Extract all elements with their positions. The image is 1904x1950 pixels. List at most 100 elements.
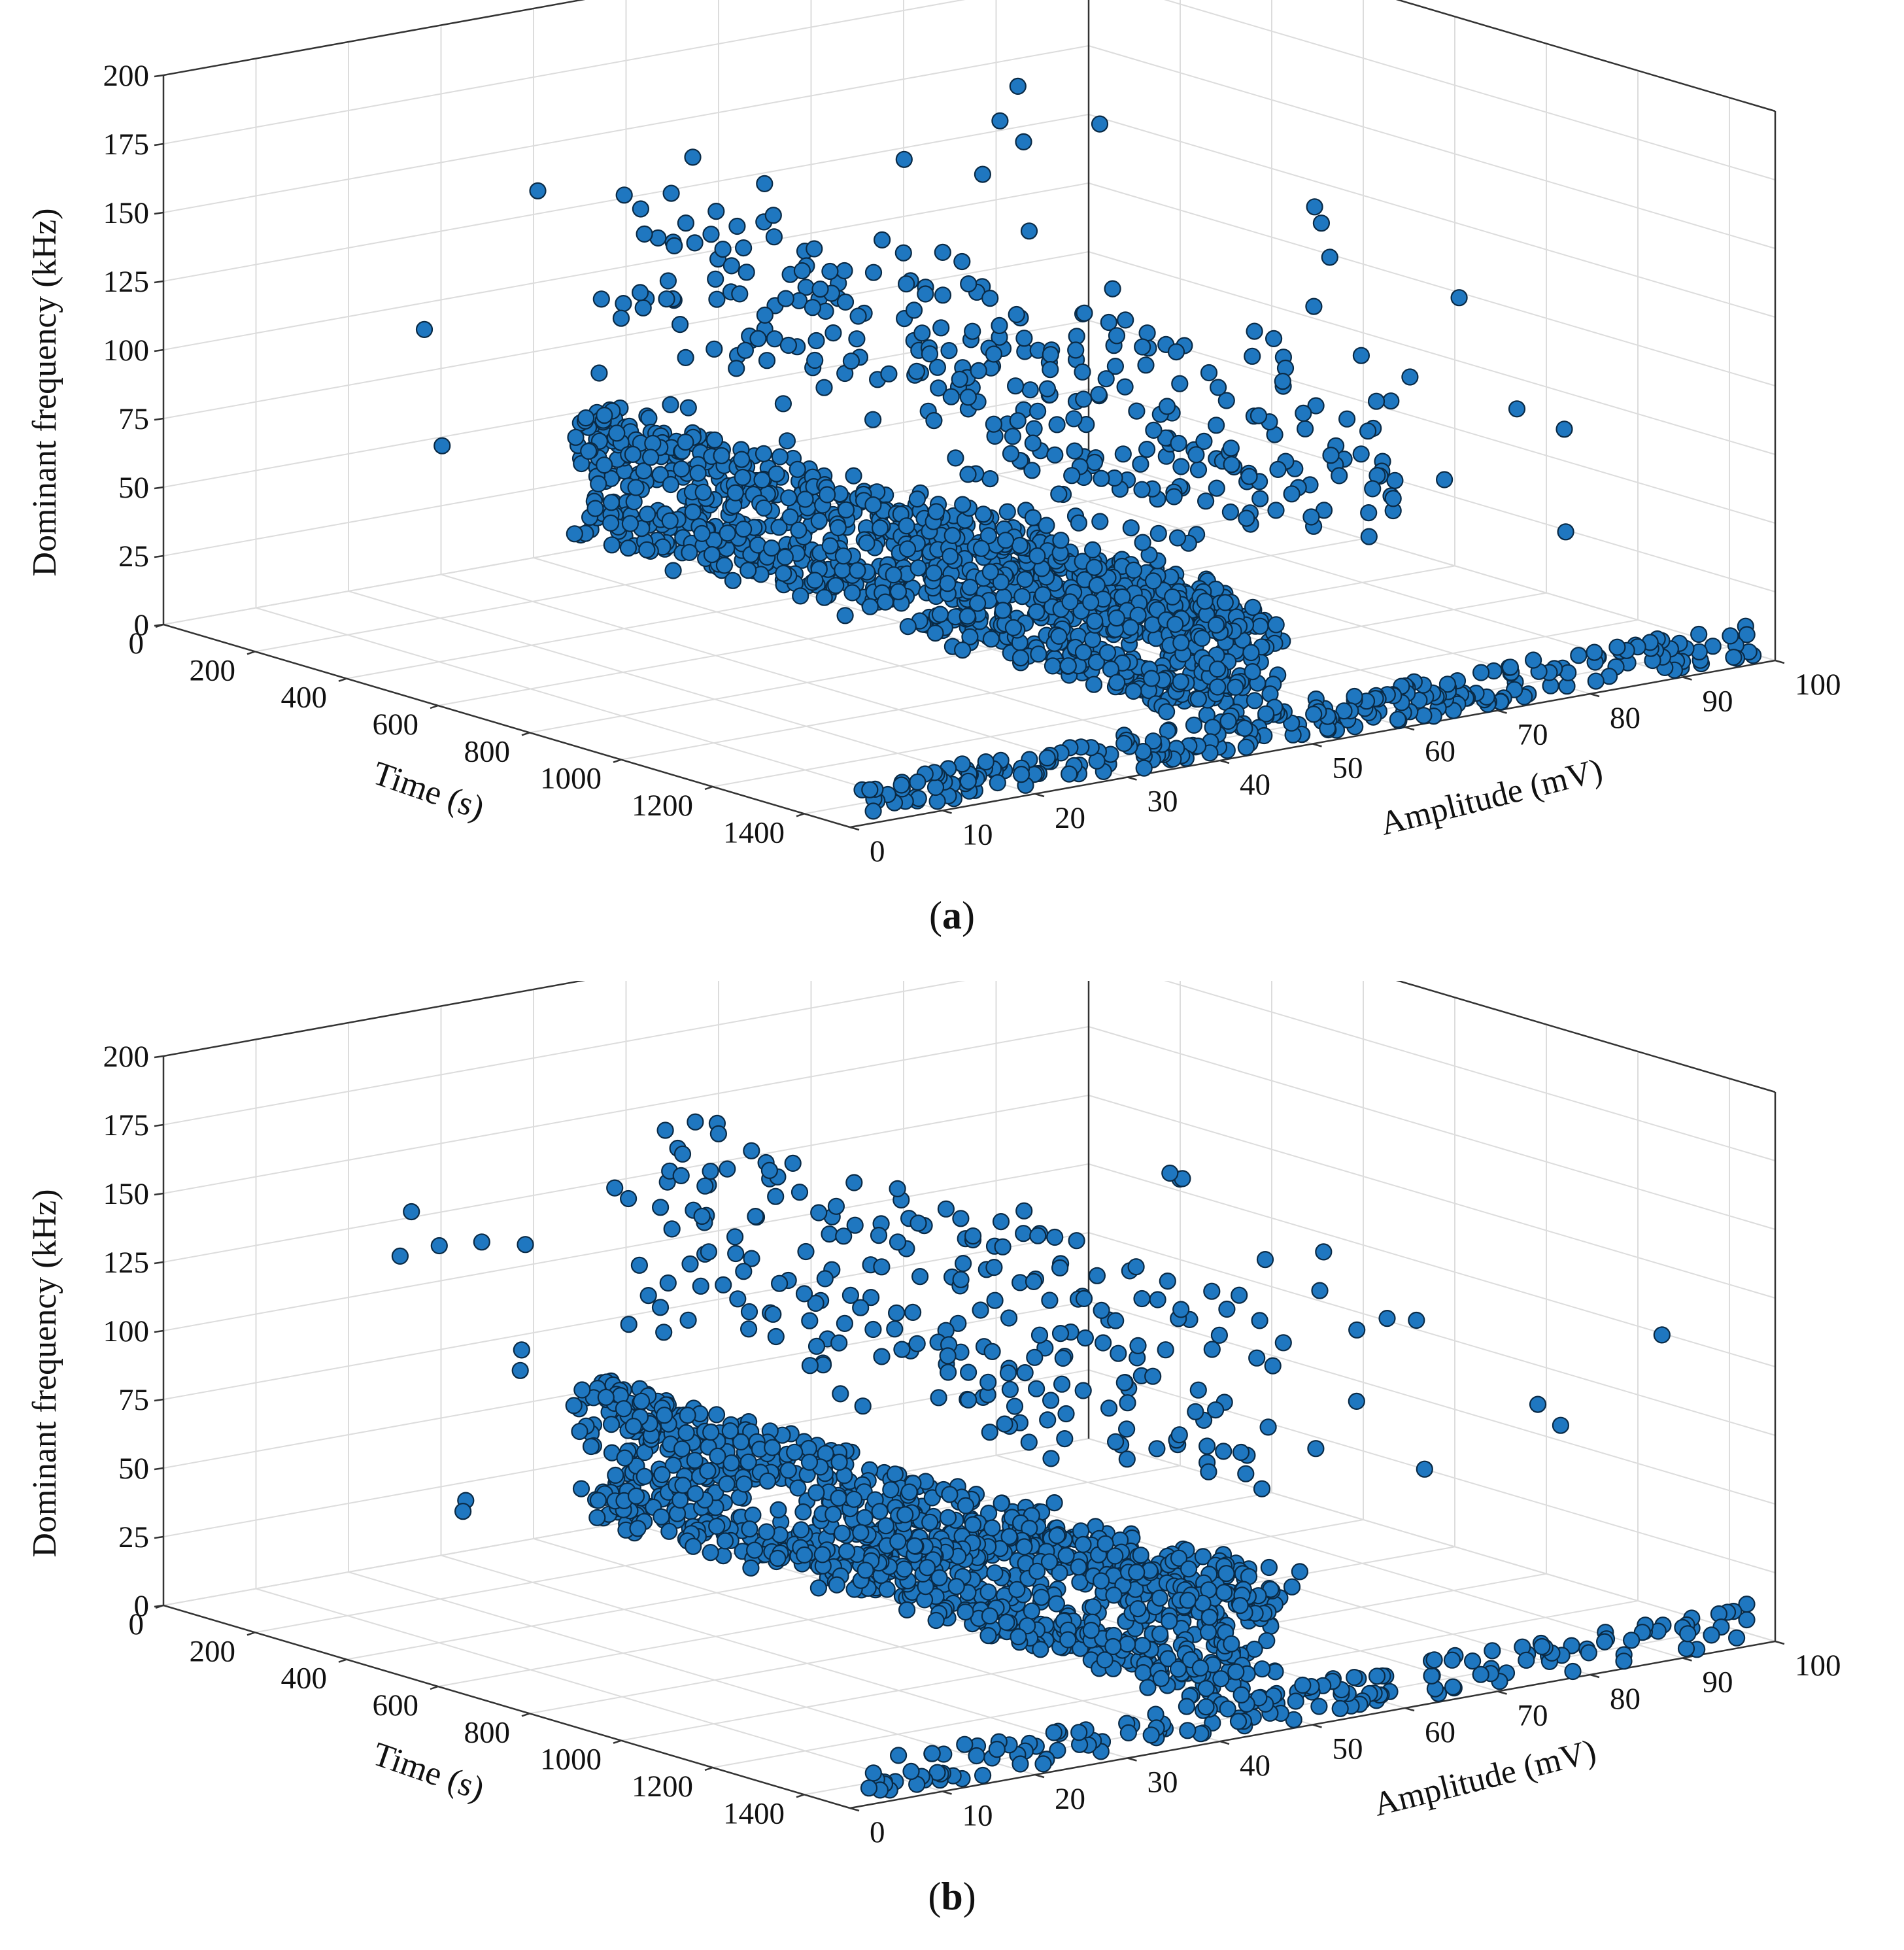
data-point bbox=[1012, 649, 1030, 667]
data-point bbox=[1501, 659, 1519, 676]
grid-line bbox=[1088, 251, 1776, 455]
data-point bbox=[1244, 598, 1262, 616]
y-tick-mark bbox=[1312, 1724, 1322, 1728]
data-point bbox=[1161, 1164, 1179, 1182]
data-point bbox=[981, 1607, 999, 1625]
data-point bbox=[1132, 1547, 1149, 1564]
data-point bbox=[1107, 1312, 1125, 1329]
data-point bbox=[651, 466, 669, 483]
data-point bbox=[621, 515, 639, 532]
data-point bbox=[926, 778, 945, 796]
data-point bbox=[615, 1400, 633, 1418]
data-point bbox=[1038, 749, 1056, 767]
data-point bbox=[745, 1541, 764, 1559]
data-point bbox=[756, 175, 774, 192]
data-point bbox=[1246, 692, 1264, 710]
data-point bbox=[1552, 1416, 1569, 1434]
data-point bbox=[827, 577, 845, 594]
data-point bbox=[1125, 561, 1143, 579]
data-point bbox=[1074, 363, 1091, 381]
data-point bbox=[1360, 504, 1378, 522]
grid-line bbox=[1088, 388, 1776, 592]
data-point bbox=[1170, 1426, 1188, 1444]
data-point bbox=[1171, 375, 1189, 392]
z-tick-label: 50 bbox=[118, 1452, 149, 1486]
y-tick-label: 70 bbox=[1518, 1699, 1548, 1733]
data-point bbox=[715, 1276, 732, 1293]
grid-line bbox=[163, 957, 1089, 1125]
data-point bbox=[434, 437, 451, 454]
data-point bbox=[1253, 1660, 1271, 1678]
data-point bbox=[953, 641, 972, 659]
data-point bbox=[991, 112, 1009, 129]
data-point bbox=[1117, 1420, 1136, 1438]
data-point bbox=[1338, 410, 1356, 428]
data-point bbox=[679, 1407, 696, 1424]
data-point bbox=[765, 228, 783, 246]
data-point bbox=[1167, 343, 1185, 361]
data-point bbox=[1315, 1243, 1333, 1261]
data-point bbox=[1106, 1433, 1125, 1450]
data-point bbox=[1121, 619, 1140, 636]
data-point bbox=[937, 1200, 955, 1218]
data-point bbox=[952, 1210, 970, 1227]
data-point bbox=[664, 1456, 682, 1474]
data-point bbox=[588, 1509, 606, 1526]
data-point bbox=[577, 409, 595, 427]
data-point bbox=[663, 1220, 681, 1238]
data-point bbox=[1119, 1394, 1136, 1412]
data-point bbox=[1028, 402, 1047, 420]
data-point bbox=[849, 307, 867, 325]
axis-edge bbox=[163, 0, 586, 77]
data-point bbox=[1322, 447, 1340, 464]
data-point bbox=[1038, 380, 1057, 398]
data-point bbox=[1018, 1617, 1036, 1635]
y-tick-label: 100 bbox=[1795, 668, 1841, 702]
data-point bbox=[1331, 467, 1348, 485]
data-point bbox=[1216, 1584, 1233, 1601]
data-point bbox=[821, 537, 839, 555]
data-point bbox=[1145, 421, 1163, 439]
data-point bbox=[1197, 1698, 1215, 1716]
data-point bbox=[1178, 1698, 1196, 1715]
grid-line bbox=[163, 1026, 1089, 1194]
data-point bbox=[775, 564, 792, 582]
y-tick-label: 100 bbox=[1795, 1649, 1841, 1683]
data-point bbox=[734, 239, 753, 257]
data-point bbox=[1125, 682, 1142, 700]
data-point bbox=[789, 460, 806, 478]
data-point bbox=[716, 1532, 734, 1550]
data-point bbox=[651, 1299, 670, 1316]
data-point bbox=[733, 451, 751, 468]
data-point bbox=[1065, 410, 1083, 428]
data-point bbox=[813, 1546, 831, 1564]
data-point bbox=[603, 536, 620, 554]
data-point bbox=[1189, 461, 1208, 479]
x-tick-label: 1200 bbox=[632, 789, 693, 823]
data-point bbox=[836, 1314, 854, 1333]
data-point bbox=[1348, 1321, 1366, 1339]
data-point bbox=[1217, 1565, 1235, 1582]
z-tick-label: 200 bbox=[103, 59, 150, 93]
data-point bbox=[838, 1543, 856, 1560]
data-point bbox=[1570, 647, 1588, 664]
data-point bbox=[985, 1259, 1003, 1276]
data-point bbox=[998, 503, 1016, 521]
data-point bbox=[942, 388, 960, 405]
data-point bbox=[940, 341, 958, 360]
data-point bbox=[1046, 446, 1064, 464]
data-point bbox=[1138, 440, 1156, 458]
data-point bbox=[864, 411, 882, 428]
data-point bbox=[925, 564, 943, 582]
data-point bbox=[1020, 1433, 1038, 1451]
data-point bbox=[1386, 471, 1404, 489]
data-point bbox=[871, 1503, 889, 1520]
z-tick-mark bbox=[154, 1535, 164, 1539]
z-tick-label: 50 bbox=[118, 471, 149, 505]
x-tick-mark bbox=[246, 1632, 256, 1636]
data-point bbox=[627, 1487, 645, 1505]
data-point bbox=[1091, 115, 1109, 133]
data-point bbox=[659, 272, 677, 290]
data-point bbox=[1200, 1463, 1217, 1480]
data-point bbox=[1237, 1465, 1255, 1482]
